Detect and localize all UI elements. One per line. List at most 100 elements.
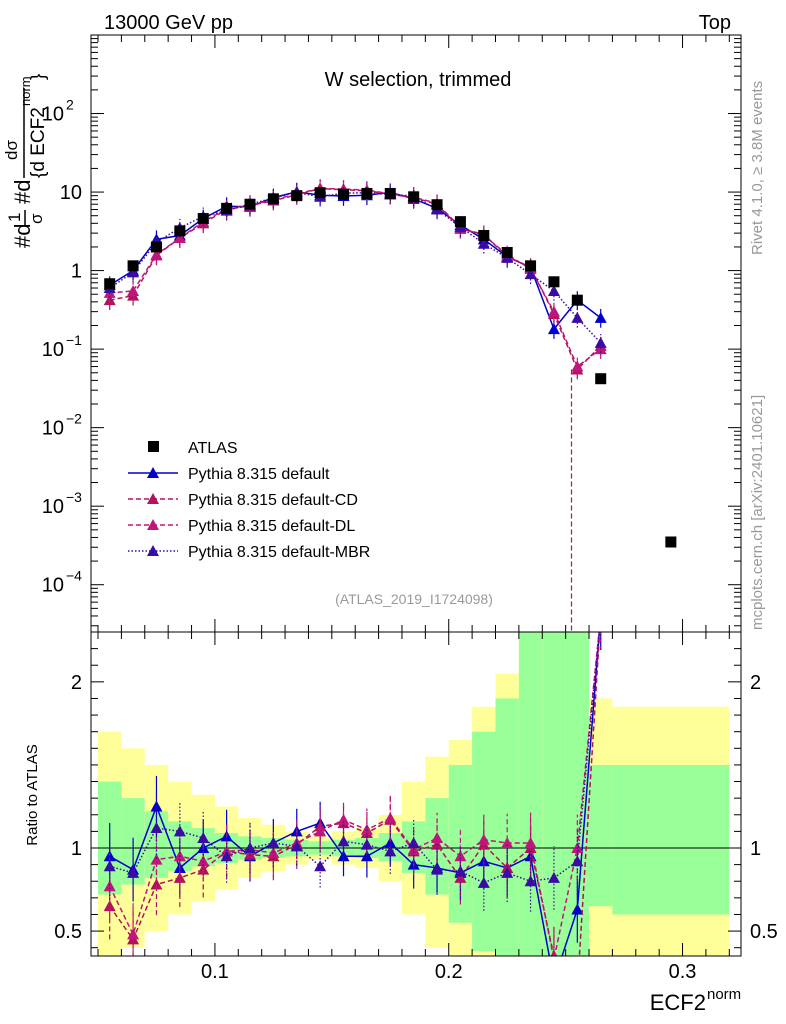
ratio-point (314, 860, 327, 872)
ratio-point (571, 903, 584, 915)
legend-marker (147, 519, 159, 530)
main-panel-frame (90, 34, 742, 633)
y-tick-label: 10 (42, 575, 64, 597)
atlas-point (501, 246, 513, 258)
y-tick-label: 10 (42, 418, 64, 440)
mcplots-label: mcplots.cern.ch [arXiv:2401.10621] (749, 395, 766, 630)
ratio-point (571, 983, 583, 994)
ratio-line (109, 632, 600, 956)
ratio-point (595, 609, 607, 620)
atlas-point (127, 260, 139, 272)
rivet-label: Rivet 4.1.0, ≥ 3.8M events (749, 81, 766, 255)
ratio-point (571, 842, 584, 853)
ratio-point (384, 837, 397, 849)
ratio-point (431, 832, 444, 844)
legend-label: Pythia 8.315 default-MBR (188, 544, 370, 561)
atlas-point (665, 536, 677, 548)
uncertainty-band-stat (518, 632, 543, 956)
legend: ATLAS Pythia 8.315 default Pythia 8.315 de… (128, 440, 370, 561)
legend-marker (147, 545, 159, 556)
atlas-point (150, 241, 162, 253)
xlabel: ECF2 (650, 990, 706, 1015)
process-label: Top (699, 12, 731, 34)
ratio-point (243, 842, 256, 853)
ratio-point (360, 838, 373, 850)
y-tick-exponent: −1 (66, 332, 82, 348)
data-point (594, 311, 607, 323)
ratio-point (103, 860, 116, 872)
ratio-point (197, 832, 210, 844)
ylabel-part-c: σ (27, 213, 46, 224)
data-point (547, 323, 560, 335)
ratio-line (109, 632, 601, 956)
ratio-line (109, 632, 601, 956)
y-tick-exponent: 2 (66, 97, 74, 113)
ratio-point (337, 813, 350, 825)
atlas-point (314, 187, 326, 199)
ratio-point (150, 853, 163, 865)
ratio-y-tick-label: 2 (71, 672, 82, 694)
ratio-panel-frame (90, 631, 742, 957)
ratio-point (103, 850, 116, 862)
ylabel-part-a: #d (10, 224, 35, 248)
atlas-point (174, 225, 186, 237)
x-tick-label: 0.3 (669, 961, 697, 983)
atlas-point (197, 213, 209, 225)
ratio-point (477, 833, 490, 845)
atlas-point (548, 276, 560, 288)
ratio-point (173, 825, 186, 837)
atlas-point (267, 193, 279, 205)
ratio-pythia-8-315-default-mbr (103, 632, 602, 912)
ratio-point (384, 812, 397, 824)
ratio-ylabel: Ratio to ATLAS (24, 744, 41, 845)
ratio-point (454, 871, 467, 883)
ratio-point (571, 855, 584, 867)
ylabel-part-e: dσ (2, 140, 21, 160)
data-point (524, 268, 537, 280)
ratio-point (552, 953, 556, 956)
data-point (127, 284, 140, 296)
atlas-point (221, 202, 233, 214)
y-tick-label: 10 (42, 339, 64, 361)
legend-marker (147, 467, 159, 478)
data-point (594, 336, 607, 348)
atlas-point (595, 373, 607, 385)
atlas-point (104, 278, 116, 290)
y-tick-exponent: −3 (66, 489, 82, 505)
atlas-point (525, 260, 537, 272)
atlas-point (244, 198, 256, 210)
legend-marker-atlas (148, 441, 159, 452)
ratio-point (127, 928, 140, 940)
ratio-point (595, 609, 607, 620)
ratio-point (337, 850, 350, 862)
ratio-y-tick-label-right: 0.5 (750, 921, 778, 943)
x-tick-label: 0.2 (435, 961, 463, 983)
y-tick-label: 10 (60, 182, 82, 204)
ratio-line (109, 632, 600, 884)
data-point (547, 305, 560, 317)
x-tick-label: 0.1 (201, 961, 229, 983)
atlas-point (408, 191, 420, 203)
ratio-point (220, 850, 233, 862)
atlas-point (384, 187, 396, 199)
ratio-panel: 2 21 10.5 0.50.1 0.2 0.3 Ratio to ATLAS ECF2 … (24, 609, 778, 1015)
uncertainty-band-stat (612, 764, 730, 915)
ratio-point (501, 837, 514, 849)
ratio-point (197, 855, 210, 867)
ratio-point (103, 900, 116, 912)
ylabel-part-b: 1 (5, 213, 24, 222)
y-tick-label: 10 (42, 496, 64, 518)
ratio-point (150, 822, 163, 834)
ratio-point (548, 975, 560, 986)
atlas-point (478, 229, 490, 241)
y-tick-exponent: −2 (66, 411, 82, 427)
ratio-point (501, 866, 514, 878)
series-atlas (104, 187, 677, 548)
analysis-annotation: (ATLAS_2019_I1724098) (335, 591, 493, 607)
ratio-point (384, 845, 397, 857)
plot-title: W selection, trimmed (325, 69, 512, 91)
ratio-y-tick-label: 0.5 (54, 921, 82, 943)
ratio-y-tick-label-right: 2 (750, 672, 761, 694)
uncertainty-band-stat (495, 698, 519, 956)
